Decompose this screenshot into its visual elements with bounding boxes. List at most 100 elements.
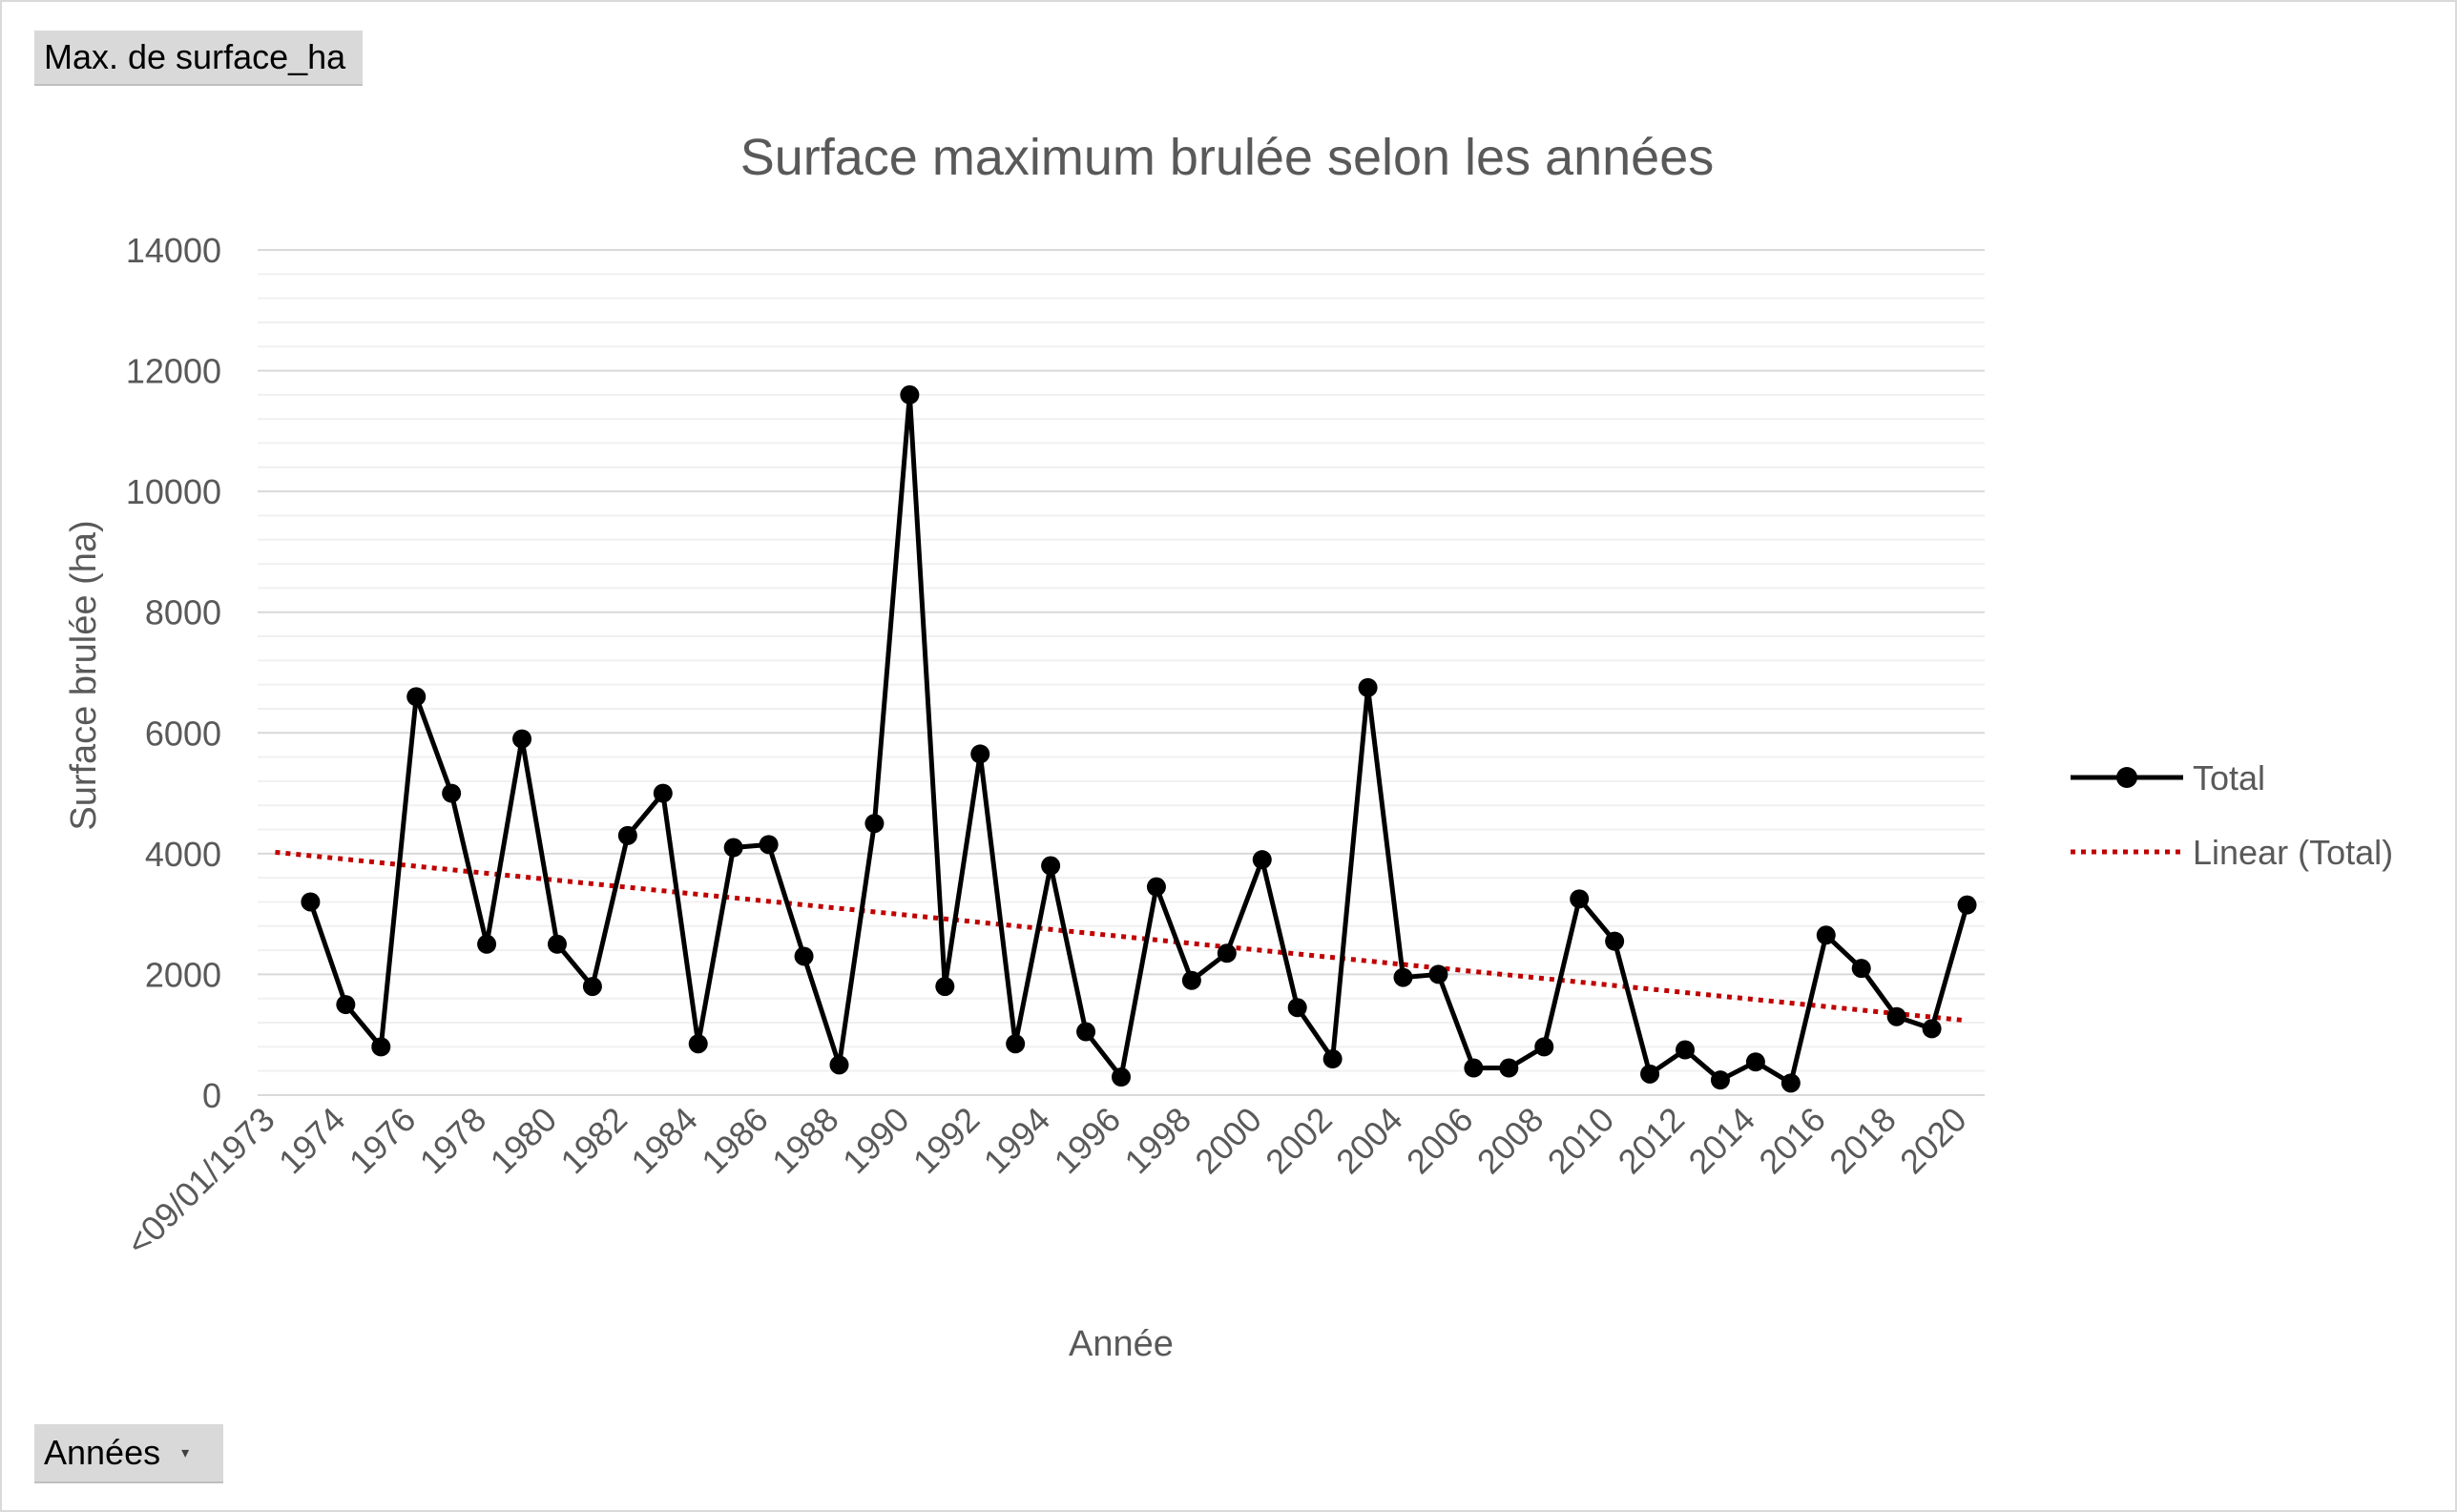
x-tick-label: 2014 xyxy=(1680,1100,1762,1182)
data-point[interactable] xyxy=(1076,1022,1096,1042)
data-point[interactable] xyxy=(970,744,990,764)
y-tick-label: 12000 xyxy=(126,352,221,391)
y-tick-label: 6000 xyxy=(145,714,221,753)
x-tick-label: 1994 xyxy=(976,1100,1058,1182)
y-tick-label: 10000 xyxy=(126,472,221,511)
x-tick-label: 2008 xyxy=(1469,1100,1551,1182)
legend-label-linear-total: Linear (Total) xyxy=(2193,833,2393,872)
data-point[interactable] xyxy=(617,825,637,845)
data-point[interactable] xyxy=(1780,1073,1801,1093)
x-tick-label: 1974 xyxy=(271,1100,353,1182)
y-tick-label: 2000 xyxy=(145,955,221,994)
x-tick-label: 2010 xyxy=(1540,1100,1622,1182)
x-tick-label: <09/01/1973 xyxy=(118,1100,281,1263)
x-tick-label: 1986 xyxy=(694,1100,776,1182)
x-tick-label: 1976 xyxy=(342,1100,424,1182)
data-point[interactable] xyxy=(1217,943,1237,963)
data-point[interactable] xyxy=(1922,1019,1942,1039)
data-point[interactable] xyxy=(1499,1058,1519,1078)
x-tick-label: 1982 xyxy=(552,1100,635,1182)
x-tick-label: 1980 xyxy=(483,1100,565,1182)
data-point[interactable] xyxy=(1428,964,1448,984)
data-point[interactable] xyxy=(1640,1064,1660,1084)
data-point[interactable] xyxy=(477,934,497,954)
data-point[interactable] xyxy=(794,946,814,966)
data-point[interactable] xyxy=(829,1055,849,1075)
data-point[interactable] xyxy=(1322,1049,1343,1069)
dropdown-arrow-icon[interactable]: ▾ xyxy=(181,1445,190,1461)
axis-field-label: Années xyxy=(44,1433,161,1472)
x-tick-label: 1978 xyxy=(412,1100,494,1182)
y-tick-label: 14000 xyxy=(126,231,221,270)
axis-field-button[interactable]: Années ▾ xyxy=(34,1424,223,1483)
data-point[interactable] xyxy=(371,1037,391,1057)
data-point[interactable] xyxy=(1570,889,1590,909)
data-point[interactable] xyxy=(1851,959,1871,979)
data-point[interactable] xyxy=(1957,895,1977,915)
x-tick-label: 2000 xyxy=(1187,1100,1269,1182)
data-point[interactable] xyxy=(582,977,602,997)
y-axis-label: Surface brulée (ha) xyxy=(64,520,104,830)
data-point[interactable] xyxy=(688,1034,708,1054)
legend-label-total: Total xyxy=(2193,758,2265,797)
x-axis-label: Année xyxy=(1069,1324,1174,1364)
data-point[interactable] xyxy=(653,783,673,803)
data-point[interactable] xyxy=(1358,677,1378,697)
x-tick-label: 2006 xyxy=(1399,1100,1481,1182)
value-field-button[interactable]: Max. de surface_ha xyxy=(34,31,363,86)
series-points-total xyxy=(301,384,1977,1093)
x-tick-label: 2004 xyxy=(1328,1100,1410,1182)
data-point[interactable] xyxy=(1041,856,1061,876)
legend-item-linear-total[interactable]: Linear (Total) xyxy=(2071,833,2393,872)
x-tick-label: 1998 xyxy=(1116,1100,1198,1182)
series-line-total xyxy=(308,392,1969,1086)
gridlines xyxy=(258,249,1985,1096)
x-tick-label: 1990 xyxy=(835,1100,917,1182)
data-point[interactable] xyxy=(1886,1006,1906,1026)
data-point[interactable] xyxy=(1393,967,1413,987)
data-point[interactable] xyxy=(1287,998,1307,1018)
x-tick-label: 2012 xyxy=(1611,1100,1693,1182)
x-tick-label: 1996 xyxy=(1047,1100,1129,1182)
data-point[interactable] xyxy=(1006,1034,1026,1054)
data-point[interactable] xyxy=(442,783,462,803)
data-point[interactable] xyxy=(547,934,567,954)
data-point[interactable] xyxy=(935,977,955,997)
data-point[interactable] xyxy=(1534,1037,1554,1057)
data-point[interactable] xyxy=(1464,1058,1484,1078)
x-tick-label: 1984 xyxy=(623,1100,705,1182)
data-point[interactable] xyxy=(336,995,356,1015)
y-tick-label: 8000 xyxy=(145,593,221,632)
data-point[interactable] xyxy=(759,835,779,855)
data-point[interactable] xyxy=(1605,931,1625,951)
data-point[interactable] xyxy=(512,729,532,749)
legend-item-total[interactable]: Total xyxy=(2071,758,2265,797)
data-point[interactable] xyxy=(301,892,321,912)
x-tick-label: 1988 xyxy=(764,1100,846,1182)
data-point[interactable] xyxy=(1112,1067,1131,1087)
x-tick-label: 2020 xyxy=(1892,1100,1974,1182)
value-field-label: Max. de surface_ha xyxy=(44,37,346,76)
data-point[interactable] xyxy=(1676,1040,1696,1060)
legend-total-marker-dot xyxy=(2116,767,2137,788)
data-point[interactable] xyxy=(406,687,427,707)
x-tick-label: 2018 xyxy=(1822,1100,1904,1182)
chart-title: Surface maximum brulée selon les années xyxy=(740,129,1715,186)
data-point[interactable] xyxy=(1146,877,1166,897)
data-point[interactable] xyxy=(900,384,920,404)
legend[interactable]: Total Linear (Total) xyxy=(2071,758,2393,872)
data-point[interactable] xyxy=(1710,1070,1730,1090)
data-point[interactable] xyxy=(1816,925,1836,945)
x-tick-label: 2002 xyxy=(1258,1100,1340,1182)
data-point[interactable] xyxy=(864,814,885,834)
data-point[interactable] xyxy=(723,838,743,858)
x-tick-label: 1992 xyxy=(906,1100,988,1182)
x-tick-label: 2016 xyxy=(1751,1100,1833,1182)
y-tick-label: 4000 xyxy=(145,835,221,874)
x-axis-tick-labels: <09/01/197319741976197819801982198419861… xyxy=(118,1100,1973,1263)
data-point[interactable] xyxy=(1252,850,1272,870)
y-tick-label: 0 xyxy=(202,1076,221,1115)
data-point[interactable] xyxy=(1181,970,1201,990)
data-point[interactable] xyxy=(1745,1052,1765,1072)
